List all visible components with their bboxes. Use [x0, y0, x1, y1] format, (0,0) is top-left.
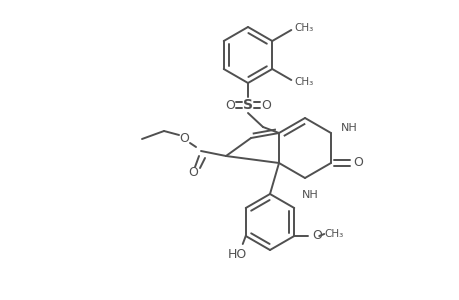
Text: O: O [312, 230, 321, 242]
Text: O: O [352, 157, 362, 169]
Text: O: O [179, 133, 189, 146]
Text: HO: HO [228, 248, 247, 261]
Text: O: O [261, 98, 270, 112]
Text: CH₃: CH₃ [294, 77, 313, 87]
Text: CH₃: CH₃ [324, 229, 343, 239]
Text: O: O [188, 167, 197, 179]
Text: S: S [242, 98, 252, 112]
Text: CH₃: CH₃ [294, 23, 313, 33]
Text: O: O [224, 98, 235, 112]
Text: NH: NH [301, 190, 318, 200]
Text: NH: NH [340, 123, 357, 133]
